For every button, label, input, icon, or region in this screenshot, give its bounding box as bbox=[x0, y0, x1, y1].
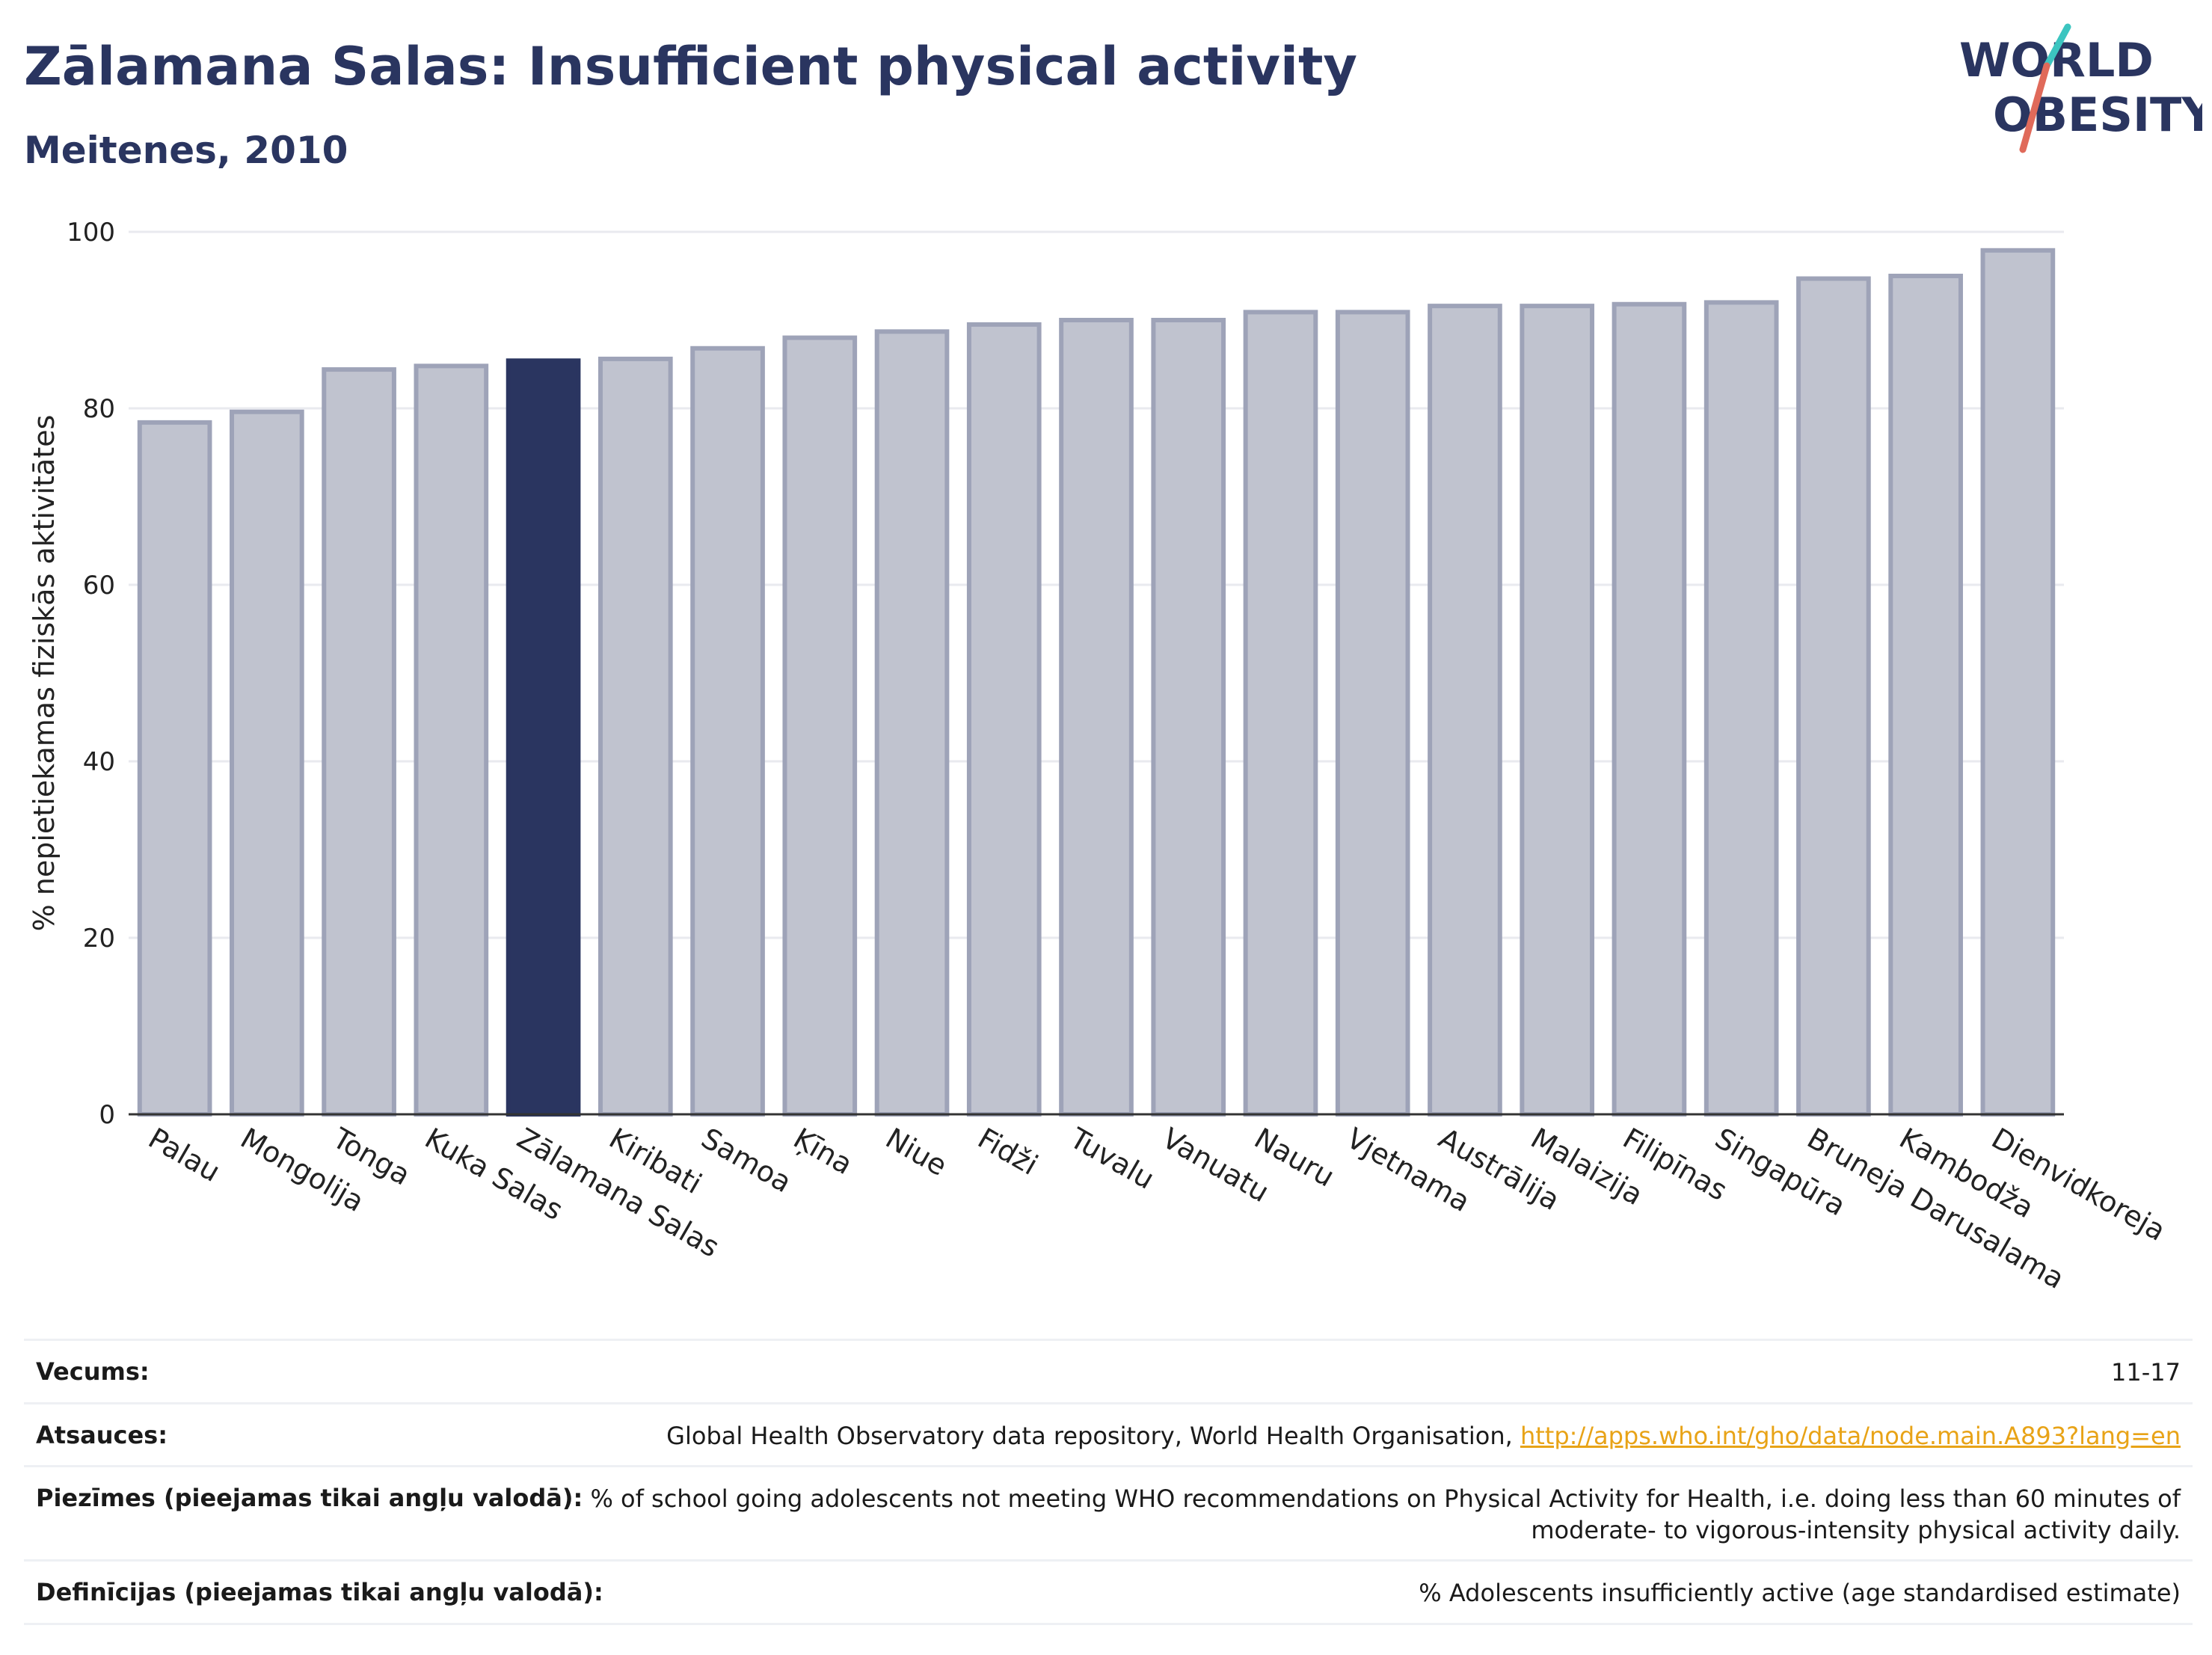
footer-row-notes: Piezīmes (pieejamas tikai angļu valodā):… bbox=[24, 1465, 2193, 1559]
bar bbox=[690, 346, 765, 1117]
source-link[interactable]: http://apps.who.int/gho/data/node.main.A… bbox=[1520, 1421, 2181, 1450]
x-tick-label: Niue bbox=[880, 1122, 953, 1182]
bar bbox=[322, 367, 396, 1117]
footer-label: Atsauces: bbox=[36, 1420, 168, 1449]
y-tick-label: 100 bbox=[67, 218, 115, 248]
bar-chart: 0 20 40 60 80 100 % nepietiekamas fiziskās akt… bbox=[28, 218, 2171, 1295]
chart-footer: Vecums: 11-17 Atsauces: Global Health Ob… bbox=[24, 1339, 2193, 1625]
x-tick-label: Tuvalu bbox=[1064, 1121, 1160, 1196]
bar bbox=[137, 420, 212, 1117]
x-tick-label: Fidži bbox=[972, 1122, 1043, 1182]
x-tick-label: Samoa bbox=[696, 1122, 797, 1200]
bar bbox=[1888, 274, 1963, 1117]
logo-slash-coral bbox=[2019, 62, 2050, 153]
bar bbox=[1520, 304, 1595, 1117]
bar bbox=[1428, 304, 1502, 1117]
footer-row-sources: Atsauces: Global Health Observatory data… bbox=[24, 1401, 2193, 1466]
footer-label: Vecums: bbox=[36, 1357, 150, 1386]
bar bbox=[966, 322, 1042, 1117]
page-title: Zālamana Salas: Insufficient physical ac… bbox=[24, 36, 1358, 97]
x-tick-label: Ķīna bbox=[788, 1122, 858, 1182]
bar bbox=[597, 356, 673, 1117]
logo-slash-teal bbox=[2043, 23, 2071, 70]
y-tick-label: 40 bbox=[83, 747, 115, 777]
footer-value: 11-17 bbox=[2111, 1358, 2181, 1387]
bar bbox=[1796, 276, 1871, 1117]
footer-label: Definīcijas (pieejamas tikai angļu valod… bbox=[36, 1578, 603, 1607]
bar bbox=[1612, 301, 1687, 1117]
y-tick-label: 60 bbox=[83, 571, 115, 601]
bar bbox=[414, 363, 489, 1117]
world-obesity-logo: WORLD OBESITY bbox=[1959, 23, 2202, 153]
page-subtitle: Meitenes, 2010 bbox=[24, 129, 348, 172]
bar bbox=[874, 329, 950, 1117]
y-tick-label: 0 bbox=[99, 1100, 115, 1130]
footer-value: Global Health Observatory data repositor… bbox=[666, 1421, 2181, 1452]
bar bbox=[1059, 318, 1134, 1117]
bar bbox=[1335, 310, 1410, 1117]
bar bbox=[1703, 300, 1779, 1117]
x-tick-label: Palau bbox=[143, 1122, 226, 1188]
bar bbox=[782, 335, 858, 1117]
y-tick-label: 20 bbox=[83, 924, 115, 954]
bar bbox=[506, 358, 581, 1117]
footer-row-definitions: Definīcijas (pieejamas tikai angļu valod… bbox=[24, 1559, 2193, 1625]
footer-label: Piezīmes (pieejamas tikai angļu valodā): bbox=[36, 1484, 583, 1513]
source-text: Global Health Observatory data repositor… bbox=[666, 1421, 1520, 1450]
footer-row-age: Vecums: 11-17 bbox=[24, 1339, 2193, 1402]
footer-value: % Adolescents insufficiently active (age… bbox=[1419, 1579, 2181, 1608]
bar bbox=[230, 409, 304, 1117]
bar bbox=[1151, 318, 1226, 1117]
y-axis-label: % nepietiekamas fiziskās aktivitātes bbox=[28, 415, 61, 932]
bar bbox=[1980, 248, 2056, 1117]
y-tick-label: 80 bbox=[83, 394, 115, 424]
footer-value: % of school going adolescents not meetin… bbox=[590, 1484, 2181, 1544]
bar bbox=[1243, 310, 1318, 1117]
